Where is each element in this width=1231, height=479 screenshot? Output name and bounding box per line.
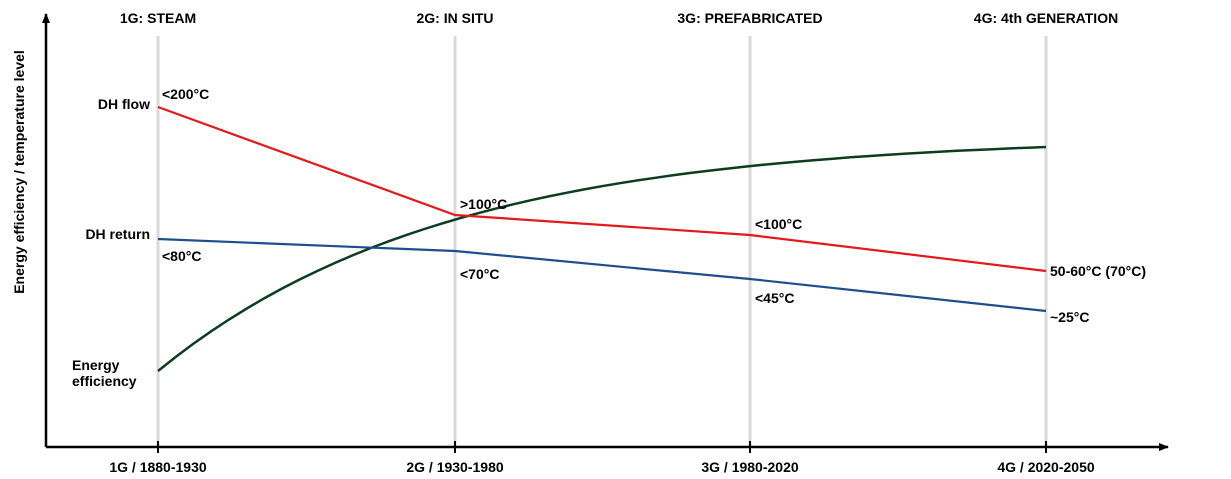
x-tick-label: 1G / 1880-1930 <box>109 459 207 475</box>
data-label-dh-flow: 50-60°C (70°C) <box>1050 263 1146 279</box>
series-line-energy-efficiency <box>157 145 1047 372</box>
series-label-energy-efficiency: Energy <box>72 357 120 373</box>
series-line-dh-flow <box>157 105 1047 273</box>
x-tick-label: 3G / 1980-2020 <box>701 459 799 475</box>
data-label-dh-return: ~25°C <box>1050 309 1089 325</box>
generation-label: 1G: STEAM <box>120 10 196 26</box>
data-label-dh-flow: >100°C <box>460 196 507 212</box>
x-tick-label: 4G / 2020-2050 <box>997 459 1095 475</box>
chart-labels: 1G: STEAM 1G / 1880-1930 2G: IN SITU 2G / 1… <box>72 10 1146 475</box>
y-axis-label: Energy efficiency / temperature level <box>11 50 27 294</box>
generation-label: 3G: PREFABRICATED <box>677 10 822 26</box>
gridlines <box>156 36 1048 453</box>
data-label-dh-flow: <200°C <box>162 86 209 102</box>
series-lines <box>157 105 1047 372</box>
series-label-dh-return: DH return <box>85 226 150 242</box>
generation-label: 2G: IN SITU <box>416 10 493 26</box>
data-label-dh-flow: <100°C <box>755 216 802 232</box>
series-line-dh-return <box>157 237 1047 313</box>
series-label-energy-efficiency: efficiency <box>72 373 137 389</box>
data-label-dh-return: <70°C <box>460 266 499 282</box>
generation-label: 4G: 4th GENERATION <box>974 10 1118 26</box>
x-tick-label: 2G / 1930-1980 <box>406 459 504 475</box>
data-label-dh-return: <45°C <box>755 290 794 306</box>
series-label-dh-flow: DH flow <box>98 96 150 112</box>
data-label-dh-return: <80°C <box>162 248 201 264</box>
